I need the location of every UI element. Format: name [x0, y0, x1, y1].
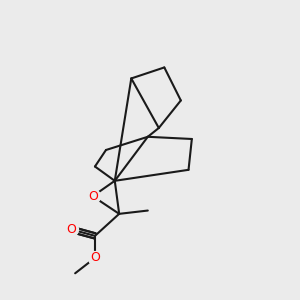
Text: O: O — [90, 251, 100, 264]
Text: O: O — [66, 223, 76, 236]
Text: O: O — [88, 190, 98, 203]
